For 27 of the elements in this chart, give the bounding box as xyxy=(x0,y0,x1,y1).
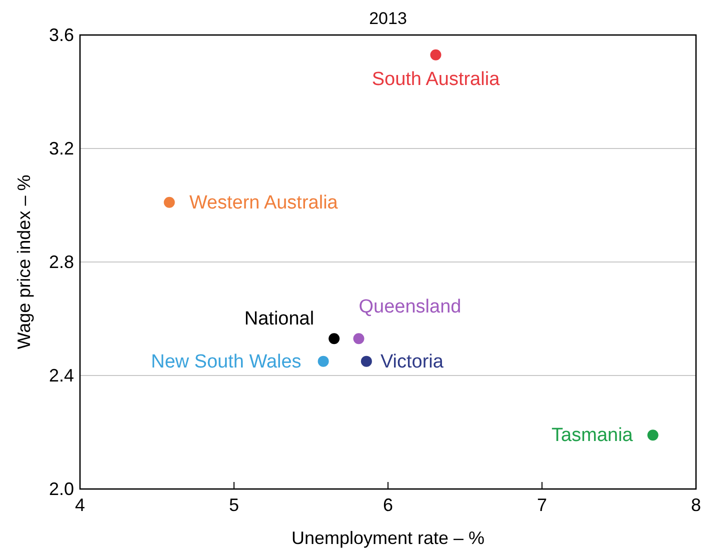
chart-title: 2013 xyxy=(369,9,407,28)
series-label: Tasmania xyxy=(552,425,634,446)
x-tick-label: 6 xyxy=(382,495,394,515)
x-axis-title: Unemployment rate – % xyxy=(291,528,485,548)
y-tick-label: 2.8 xyxy=(48,252,74,272)
point xyxy=(353,333,364,344)
point xyxy=(430,49,442,60)
point xyxy=(647,430,658,441)
x-tick-label: 4 xyxy=(74,495,86,515)
point xyxy=(328,333,340,344)
y-tick-label: 2.4 xyxy=(48,366,74,386)
series-label: Victoria xyxy=(380,351,444,372)
y-tick-label: 3.2 xyxy=(48,138,74,158)
series-label: South Australia xyxy=(372,68,500,90)
series-label: New South Wales xyxy=(151,351,302,372)
series-label: Queensland xyxy=(358,296,462,318)
x-tick-label: 8 xyxy=(690,495,701,515)
y-axis-title: Wage price index – % xyxy=(14,174,34,350)
point xyxy=(318,356,329,367)
point xyxy=(164,196,175,208)
series-label: National xyxy=(244,308,314,330)
point xyxy=(360,356,372,367)
y-tick-label: 2.0 xyxy=(48,479,74,499)
y-tick-label: 3.6 xyxy=(48,25,74,45)
x-tick-label: 5 xyxy=(228,495,240,515)
series-label: Western Australia xyxy=(189,192,338,214)
x-tick-label: 7 xyxy=(536,495,548,515)
